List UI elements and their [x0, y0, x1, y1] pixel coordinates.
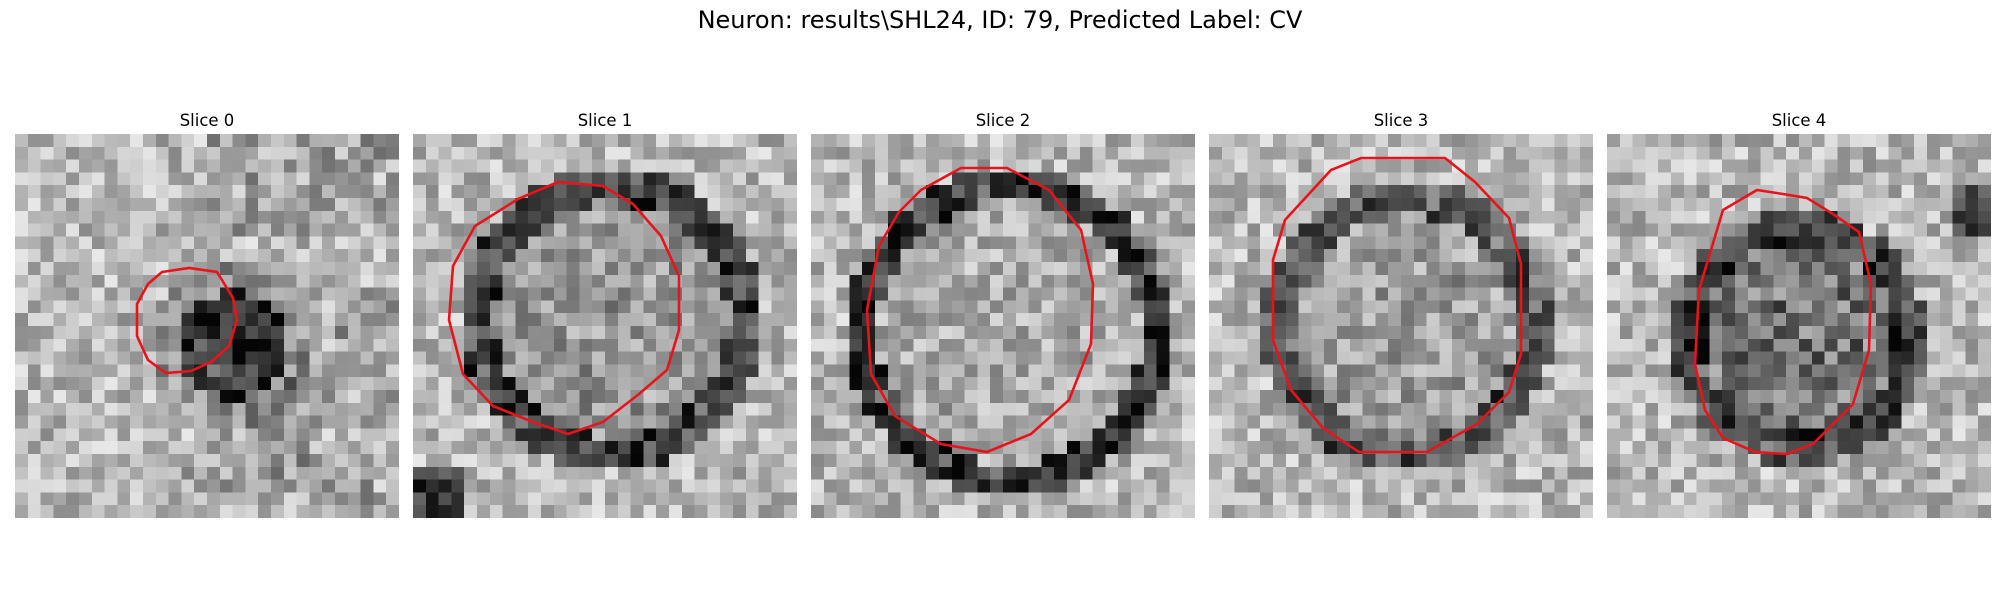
slice-title: Slice 0: [179, 111, 235, 130]
slice-panel-3: Slice 3: [1209, 108, 1593, 518]
slice-panel-1: Slice 1: [413, 108, 797, 518]
slice-image: [811, 134, 1195, 518]
slice-title: Slice 1: [577, 111, 633, 130]
slice-panel-4: Slice 4: [1607, 108, 1991, 518]
slice-panel-2: Slice 2: [811, 108, 1195, 518]
slice-image: [15, 134, 399, 518]
slice-panel-0: Slice 0: [15, 108, 399, 518]
figure-title: Neuron: results\SHL24, ID: 79, Predicted…: [697, 6, 1303, 34]
slice-title: Slice 3: [1373, 111, 1429, 130]
slice-image: [1607, 134, 1991, 518]
slice-title: Slice 2: [975, 111, 1031, 130]
slice-image: [413, 134, 797, 518]
slice-title: Slice 4: [1771, 111, 1827, 130]
slice-image: [1209, 134, 1593, 518]
